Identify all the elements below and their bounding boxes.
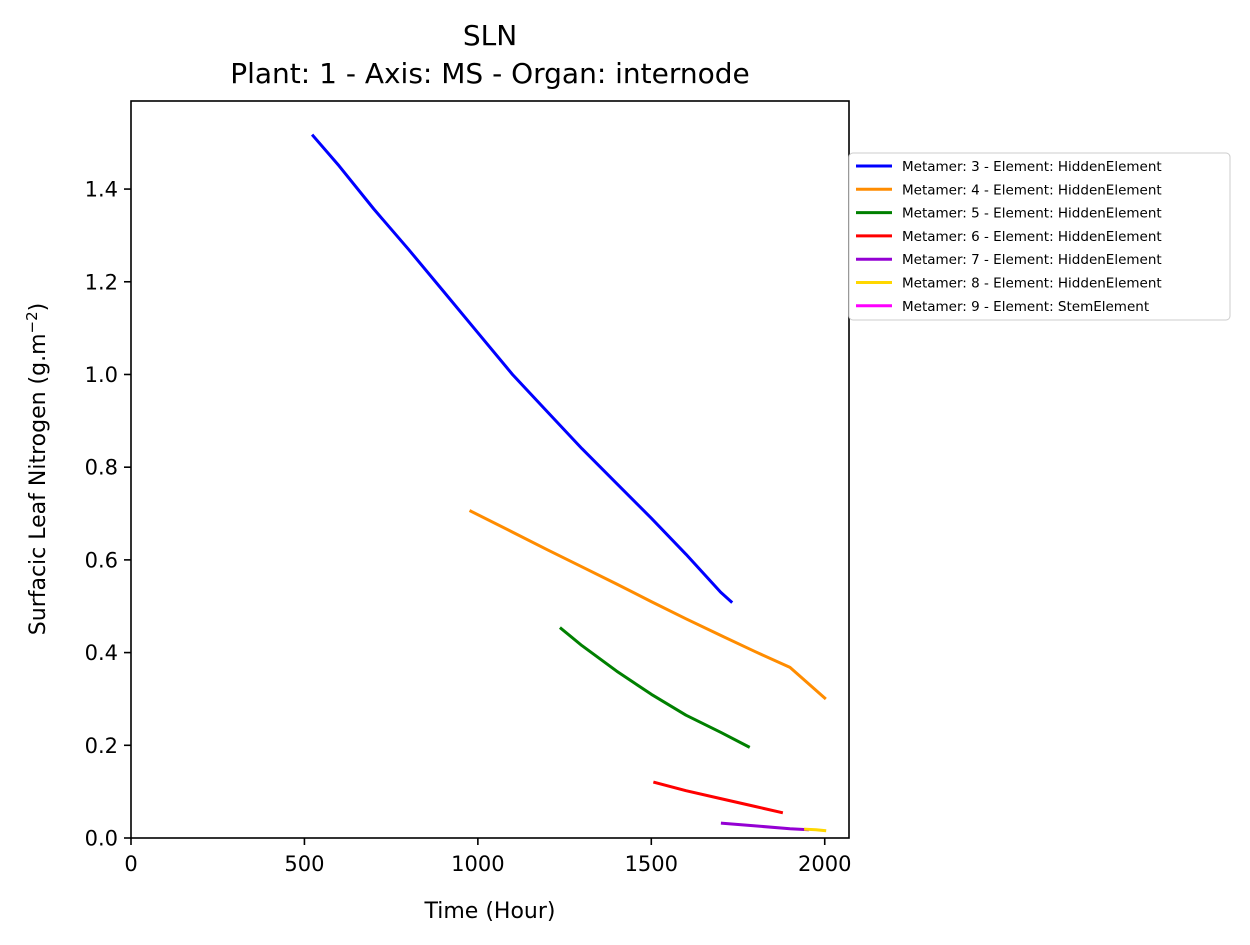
y-tick-label: 0.2	[85, 734, 118, 758]
y-tick-label: 1.2	[85, 270, 118, 294]
series-line-5	[720, 821, 809, 832]
y-axis-label-superscript: −2	[23, 311, 41, 333]
y-axis-label-main: Surfacic Leaf Nitrogen (g.m	[26, 333, 51, 635]
legend-label-6: Metamer: 8 - Element: HiddenElement	[902, 276, 1162, 292]
legend-entries: Metamer: 3 - Element: HiddenElement Metam…	[856, 159, 1162, 315]
series-line-3	[558, 626, 751, 749]
legend-label-7: Metamer: 9 - Element: StemElement	[902, 299, 1149, 315]
y-axis: 0.0 0.2 0.4 0.6 0.8 1.0 1.2 1.4	[85, 178, 131, 851]
chart-subtitle: Plant: 1 - Axis: MS - Organ: internode	[230, 57, 750, 90]
y-tick-label: 0.8	[85, 456, 118, 480]
series-line-1	[310, 133, 734, 604]
x-tick-label: 2000	[798, 852, 851, 876]
x-tick-label: 500	[284, 852, 324, 876]
series-layer	[310, 133, 827, 833]
plot-frame	[130, 100, 850, 839]
legend-frame	[848, 152, 1231, 321]
x-tick-label: 0	[124, 852, 137, 876]
x-axis-label: Time (Hour)	[424, 899, 556, 924]
x-tick-label: 1000	[451, 852, 504, 876]
y-tick-label: 0.6	[85, 548, 118, 572]
y-tick-label: 0.4	[85, 641, 118, 665]
y-axis-label: Surfacic Leaf Nitrogen (g.m−2)	[23, 303, 51, 635]
x-tick-label: 1500	[625, 852, 678, 876]
legend-label-5: Metamer: 7 - Element: HiddenElement	[902, 252, 1162, 268]
y-tick-label: 0.0	[85, 827, 118, 851]
legend-label-3: Metamer: 5 - Element: HiddenElement	[902, 206, 1162, 222]
series-line-6	[804, 827, 827, 833]
series-line-2	[468, 509, 827, 701]
y-axis-label-suffix: )	[26, 303, 51, 312]
chart-title: SLN	[463, 19, 517, 52]
legend: Metamer: 3 - Element: HiddenElement Metam…	[848, 152, 1231, 321]
legend-label-4: Metamer: 6 - Element: HiddenElement	[902, 229, 1162, 245]
legend-label-2: Metamer: 4 - Element: HiddenElement	[902, 182, 1162, 198]
series-line-4	[652, 780, 784, 815]
legend-label-1: Metamer: 3 - Element: HiddenElement	[902, 159, 1162, 175]
y-tick-label: 1.4	[85, 178, 118, 202]
y-tick-label: 1.0	[85, 363, 118, 387]
x-axis: 0 500 1000 1500 2000	[124, 838, 851, 876]
